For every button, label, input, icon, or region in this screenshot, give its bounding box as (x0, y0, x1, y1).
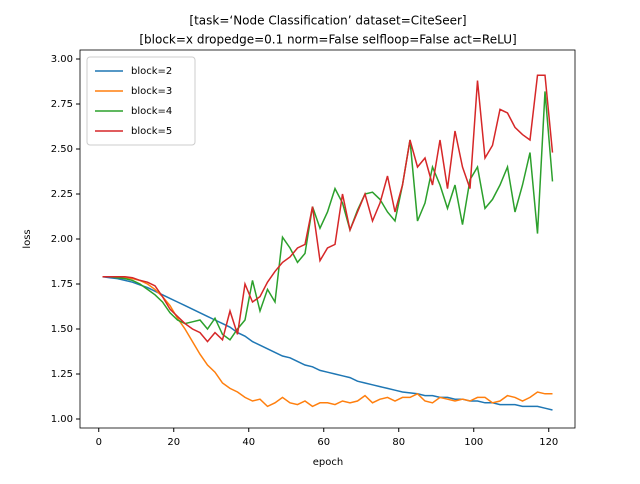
y-tick-label: 2.75 (51, 99, 73, 110)
y-axis-label: loss (22, 229, 33, 248)
x-tick-label: 20 (167, 437, 180, 448)
plot-frame (79, 49, 576, 429)
series-line (102, 91, 554, 341)
legend-label: block=4 (131, 106, 172, 117)
x-tick-label: 0 (96, 437, 102, 448)
x-axis-label: epoch (313, 457, 343, 468)
y-tick-label: 1.50 (51, 324, 73, 335)
chart-title: [block=x dropedge=0.1 norm=False selfloo… (139, 33, 516, 47)
chart-title: [task=‘Node Classification’ dataset=Cite… (189, 14, 466, 28)
x-tick-label: 80 (392, 437, 405, 448)
y-tick-label: 1.00 (51, 414, 73, 425)
x-tick-label: 60 (317, 437, 330, 448)
legend-label: block=5 (131, 126, 172, 137)
x-tick-label: 40 (242, 437, 255, 448)
y-tick-label: 1.75 (51, 279, 73, 290)
series-line (102, 74, 554, 343)
y-tick-label: 2.00 (51, 234, 73, 245)
y-tick-label: 2.50 (51, 144, 73, 155)
x-tick-label: 120 (539, 437, 558, 448)
legend-label: block=2 (131, 66, 172, 77)
series-line (102, 276, 553, 411)
legend-label: block=3 (131, 86, 172, 97)
legend-box (86, 56, 196, 146)
y-tick-label: 3.00 (51, 54, 73, 65)
y-tick-label: 1.25 (51, 369, 73, 380)
x-tick-label: 100 (464, 437, 483, 448)
series-line (102, 276, 553, 408)
y-tick-label: 2.25 (51, 189, 73, 200)
